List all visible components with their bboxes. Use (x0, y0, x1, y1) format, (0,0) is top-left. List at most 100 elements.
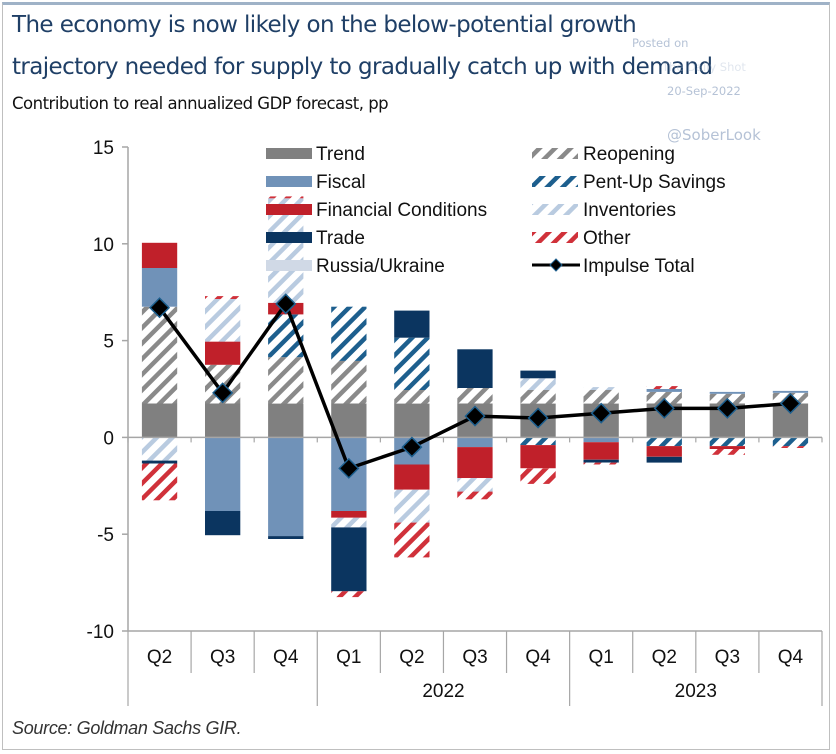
x-tick-label: Q1 (336, 647, 361, 668)
bar-segment-fiscal (457, 437, 493, 448)
bar-segment-financial-conditions (141, 242, 178, 268)
impulse-total-marker (275, 293, 297, 315)
y-tick-label: -10 (87, 622, 114, 643)
bar-segment-pent-up-savings (772, 437, 809, 447)
x-tick-label: Q4 (525, 647, 551, 668)
chart-title-line-2: trajectory needed for supply to graduall… (12, 54, 713, 80)
bar-segment-trade (646, 456, 682, 463)
legend-label: Reopening (583, 144, 675, 165)
bar-segment-fiscal (772, 390, 809, 393)
bar-segment-reopening (457, 388, 493, 404)
legend-swatch (266, 176, 312, 187)
bar-segment-trade (457, 349, 493, 388)
impulse-total-marker (527, 407, 549, 429)
bar-segment-trend (141, 403, 178, 438)
bar-segment-reopening (646, 391, 682, 404)
legend-item-trend: Trend (266, 144, 365, 165)
bar-segment-inventories (331, 517, 367, 528)
x-tick-label: Q2 (399, 647, 424, 668)
bar-segment-trade (141, 460, 178, 464)
source-note: Source: Goldman Sachs GIR. (12, 718, 242, 738)
impulse-total-marker (653, 397, 675, 419)
chart-title-line-1: The economy is now likely on the below-p… (12, 12, 637, 38)
impulse-total-marker (338, 457, 360, 479)
x-tick-label: Q2 (652, 647, 677, 668)
x-tick-label: Q2 (147, 647, 172, 668)
impulse-total-marker (212, 382, 234, 404)
bar-segment-pent-up-savings (646, 437, 682, 447)
bar-segment-inventories (141, 437, 178, 461)
bar-segment-fiscal (583, 437, 619, 443)
legend-label: Trend (316, 144, 365, 165)
bar-segment-inventories (457, 478, 493, 492)
legend-item-fiscal: Fiscal (266, 172, 366, 193)
bar-segment-pent-up-savings (331, 306, 367, 361)
bar-segment-trade (205, 511, 241, 536)
bar-segment-trade (583, 459, 619, 463)
impulse-total-marker (148, 297, 171, 319)
bar-segment-other (709, 449, 745, 455)
y-tick-label: 10 (93, 235, 114, 256)
bar-segment-other (520, 468, 556, 484)
legend-label: Inventories (583, 200, 676, 221)
bar-segment-trade (394, 310, 430, 338)
year-label: 2022 (422, 681, 464, 702)
legend-swatch (266, 204, 312, 215)
legend-swatch (266, 260, 312, 271)
bar-segment-other (457, 491, 493, 500)
bar-segment-reopening (141, 306, 178, 404)
chart-subtitle: Contribution to real annualized GDP fore… (12, 94, 389, 113)
bar-segment-other (331, 591, 367, 598)
impulse-line-layer (148, 293, 802, 479)
bar-segment-reopening (268, 357, 304, 404)
bars-layer (141, 196, 809, 598)
bar-segment-inventories (583, 387, 619, 390)
legend-swatch (532, 176, 578, 187)
x-tick-label: Q3 (715, 647, 740, 668)
y-tick-label: 5 (103, 332, 114, 353)
bar-segment-fiscal (268, 437, 304, 537)
bar-segment-inventories (268, 198, 304, 303)
watermark-posted-on: Posted on (632, 36, 689, 50)
y-tick-label: -5 (97, 525, 114, 546)
bar-segment-financial-conditions (394, 464, 430, 490)
bar-segment-trend (331, 403, 367, 438)
bar-segment-other (394, 522, 430, 558)
bar-segment-other (205, 296, 241, 299)
legend-label: Fiscal (316, 172, 366, 193)
bar-segment-fiscal (205, 437, 241, 511)
legend-item-financial-conditions: Financial Conditions (266, 200, 487, 221)
bar-segment-financial-conditions (457, 447, 493, 479)
legend-label: Impulse Total (583, 256, 695, 277)
legend-item-impulse-total: Impulse Total (532, 256, 695, 277)
bar-segment-other (646, 386, 682, 389)
bar-segment-trend (205, 403, 241, 438)
legend-item-other: Other (532, 228, 631, 249)
legend: Trend Reopening Fiscal Pent-Up Savings Finan… (266, 144, 726, 277)
bar-segment-financial-conditions (205, 341, 241, 365)
x-tick-label: Q3 (462, 647, 487, 668)
legend-label: Russia/Ukraine (316, 256, 445, 277)
bar-segment-fiscal (646, 389, 682, 392)
bar-segment-other (772, 446, 809, 448)
legend-swatch (532, 232, 578, 243)
impulse-total-marker (590, 402, 612, 424)
bar-segment-inventories (394, 489, 430, 523)
bar-segment-financial-conditions (520, 445, 556, 469)
bar-segment-trade (331, 527, 367, 592)
impulse-total-marker (779, 392, 802, 415)
bar-segment-reopening (394, 390, 430, 404)
bar-segment-other (583, 462, 619, 465)
axes-layer: -10 -5 0 5 10 15 Q2 Q3 Q4 Q1 Q2 Q3 Q4 Q1 Q2 Q3 Q4 2022 202… (87, 138, 823, 706)
bar-segment-financial-conditions (709, 446, 745, 449)
bar-segment-other (141, 463, 178, 501)
legend-swatch (266, 232, 312, 243)
bar-segment-financial-conditions (331, 511, 367, 518)
bar-segment-trend (394, 403, 430, 438)
bar-segment-trade (520, 370, 556, 379)
x-tick-label: Q4 (778, 647, 804, 668)
legend-label: Pent-Up Savings (583, 172, 726, 193)
bar-segment-reopening (583, 390, 619, 404)
watermark-date: 20-Sep-2022 (667, 84, 741, 98)
